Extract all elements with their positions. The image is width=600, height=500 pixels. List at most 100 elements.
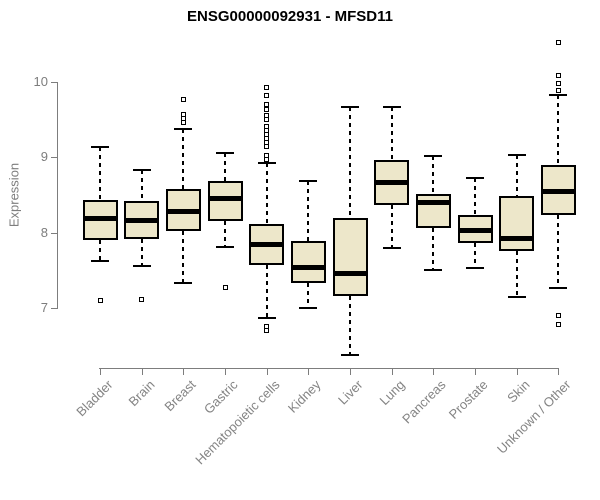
box-skin bbox=[499, 195, 535, 251]
outlier-hematopoietic-cells bbox=[264, 327, 270, 333]
x-axis-line bbox=[99, 368, 560, 369]
whisker-cap-lower-breast bbox=[174, 281, 193, 284]
x-axis-tick-lung bbox=[391, 368, 393, 375]
whisker-lower-lung bbox=[390, 204, 393, 248]
whisker-cap-upper-pancreas bbox=[424, 154, 443, 157]
whisker-upper-gastric bbox=[224, 152, 226, 182]
whisker-upper-bladder bbox=[99, 146, 101, 200]
median-brain bbox=[124, 218, 160, 224]
median-prostate bbox=[457, 228, 493, 234]
whisker-upper-skin bbox=[515, 155, 518, 196]
x-tick-label-kidney: Kidney bbox=[285, 377, 324, 416]
whisker-lower-brain bbox=[140, 238, 143, 266]
whisker-upper-kidney bbox=[307, 181, 310, 242]
y-axis-line bbox=[57, 81, 58, 309]
median-pancreas bbox=[415, 200, 451, 206]
x-axis-tick-pancreas bbox=[433, 368, 435, 375]
x-tick-label-gastric: Gastric bbox=[200, 377, 241, 417]
whisker-upper-hematopoietic-cells bbox=[265, 162, 268, 224]
outlier-breast bbox=[180, 120, 186, 126]
x-tick-label-liver: Liver bbox=[335, 377, 366, 408]
outlier-hematopoietic-cells bbox=[264, 135, 270, 141]
y-axis-tick bbox=[51, 232, 58, 234]
median-kidney bbox=[290, 265, 326, 271]
x-axis-tick-skin bbox=[516, 368, 518, 375]
x-tick-label-lung: Lung bbox=[376, 377, 408, 409]
outlier-hematopoietic-cells bbox=[264, 123, 270, 129]
outlier-unknown-other bbox=[555, 312, 561, 318]
whisker-lower-breast bbox=[182, 230, 185, 283]
whisker-cap-upper-kidney bbox=[299, 180, 318, 183]
whisker-cap-upper-skin bbox=[507, 154, 526, 157]
whisker-upper-prostate bbox=[474, 178, 477, 215]
whisker-lower-liver bbox=[349, 296, 352, 356]
outlier-unknown-other bbox=[555, 80, 561, 86]
whisker-lower-gastric bbox=[224, 220, 226, 248]
y-axis-label: Expression bbox=[6, 162, 22, 228]
outlier-hematopoietic-cells bbox=[264, 92, 270, 98]
outlier-hematopoietic-cells bbox=[264, 117, 270, 123]
x-tick-label-breast: Breast bbox=[161, 377, 199, 415]
median-unknown-other bbox=[540, 188, 576, 194]
whisker-lower-kidney bbox=[307, 282, 310, 309]
y-tick-label: 9 bbox=[40, 149, 48, 165]
outlier-breast bbox=[180, 115, 186, 121]
x-axis-tick-hematopoietic-cells bbox=[266, 368, 268, 375]
whisker-cap-lower-hematopoietic-cells bbox=[257, 317, 276, 320]
x-axis-tick-gastric bbox=[225, 368, 226, 375]
x-tick-label-bladder: Bladder bbox=[73, 377, 116, 420]
whisker-lower-pancreas bbox=[432, 228, 435, 270]
x-tick-label-brain: Brain bbox=[125, 377, 158, 410]
whisker-upper-pancreas bbox=[432, 155, 435, 194]
whisker-upper-breast bbox=[182, 129, 185, 189]
outlier-hematopoietic-cells bbox=[264, 157, 270, 163]
whisker-upper-unknown-other bbox=[557, 95, 560, 165]
whisker-cap-upper-prostate bbox=[466, 177, 485, 180]
whisker-cap-upper-unknown-other bbox=[549, 94, 568, 97]
whisker-cap-lower-gastric bbox=[216, 246, 234, 249]
whisker-upper-lung bbox=[390, 107, 393, 160]
whisker-lower-bladder bbox=[99, 240, 101, 262]
whisker-cap-upper-breast bbox=[174, 128, 193, 131]
x-axis-tick-breast bbox=[183, 368, 185, 375]
whisker-lower-hematopoietic-cells bbox=[265, 265, 268, 319]
outlier-bladder bbox=[97, 298, 103, 304]
whisker-lower-prostate bbox=[474, 243, 477, 269]
x-axis-tick-kidney bbox=[308, 368, 310, 375]
whisker-cap-lower-lung bbox=[382, 246, 401, 249]
outlier-hematopoietic-cells bbox=[264, 101, 270, 107]
x-axis-tick-bladder bbox=[100, 368, 101, 375]
whisker-cap-upper-brain bbox=[132, 169, 151, 172]
whisker-cap-lower-prostate bbox=[466, 267, 485, 270]
chart-title: ENSG00000092931 - MFSD11 bbox=[187, 8, 393, 25]
y-tick-label: 10 bbox=[33, 73, 48, 89]
x-tick-label-unknown-other: Unknown / Other bbox=[494, 377, 574, 457]
y-axis-tick bbox=[51, 81, 58, 83]
x-tick-label-pancreas: Pancreas bbox=[399, 377, 449, 427]
x-axis-tick-brain bbox=[141, 368, 143, 375]
outlier-hematopoietic-cells bbox=[264, 84, 270, 90]
box-liver bbox=[332, 217, 368, 297]
whisker-cap-upper-hematopoietic-cells bbox=[257, 161, 276, 164]
median-skin bbox=[499, 235, 535, 241]
outlier-brain bbox=[139, 296, 145, 302]
outlier-unknown-other bbox=[555, 88, 561, 94]
median-breast bbox=[165, 209, 201, 215]
outlier-unknown-other bbox=[555, 40, 561, 46]
median-liver bbox=[332, 271, 368, 277]
median-hematopoietic-cells bbox=[249, 242, 285, 248]
y-axis-tick bbox=[51, 308, 58, 310]
whisker-upper-liver bbox=[349, 106, 352, 218]
whisker-cap-upper-lung bbox=[382, 106, 401, 109]
median-lung bbox=[374, 179, 410, 185]
outlier-hematopoietic-cells bbox=[264, 152, 270, 158]
whisker-upper-brain bbox=[140, 170, 143, 202]
whisker-cap-upper-gastric bbox=[216, 151, 234, 154]
box-gastric bbox=[207, 181, 243, 221]
y-tick-label: 7 bbox=[40, 300, 48, 316]
whisker-cap-upper-liver bbox=[341, 105, 360, 108]
whisker-lower-unknown-other bbox=[557, 215, 560, 288]
whisker-cap-lower-pancreas bbox=[424, 268, 443, 271]
whisker-cap-lower-bladder bbox=[91, 260, 109, 263]
